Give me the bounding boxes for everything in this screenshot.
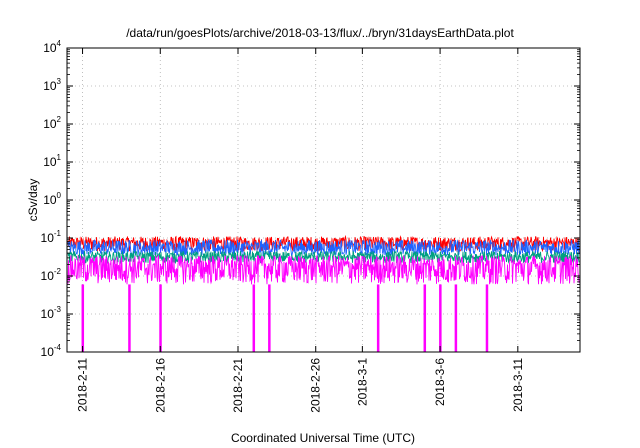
dropout-spike [252, 284, 256, 352]
x-tick-label: 2018-3-11 [511, 358, 525, 412]
x-tick-label: 2018-2-26 [309, 358, 323, 413]
series-line-2 [67, 250, 580, 265]
y-tick-label: 104 [43, 39, 61, 55]
y-tick-label: 10-3 [41, 305, 62, 321]
x-tick-label: 2018-3-6 [433, 358, 447, 406]
y-tick-label: 100 [43, 191, 61, 207]
dropout-spike [159, 284, 162, 352]
y-tick-label: 101 [43, 153, 61, 169]
dropout-spike [423, 284, 427, 352]
y-ticks: 10-4 10-3 10-2 10-1 100 101 102 103 104 [41, 39, 580, 359]
dropout-spike [268, 284, 271, 352]
y-tick-label: 10-2 [41, 267, 62, 283]
dropout-spike [128, 284, 131, 352]
series-group [67, 234, 580, 285]
dropout-spike [454, 284, 458, 352]
x-tick-label: 2018-2-21 [231, 358, 245, 413]
series-line-3 [67, 254, 580, 285]
x-tick-label: 2018-2-11 [76, 358, 90, 412]
dropout-spike [376, 284, 380, 352]
y-tick-label: 102 [43, 115, 61, 131]
x-axis-label: Coordinated Universal Time (UTC) [231, 431, 415, 445]
dropout-spike [439, 284, 442, 352]
dropout-spike [485, 284, 489, 352]
y-tick-label: 10-1 [41, 229, 62, 245]
x-tick-label: 2018-3-1 [355, 358, 369, 406]
series-line-1 [67, 238, 580, 257]
y-tick-label: 103 [43, 77, 61, 93]
chart-title: /data/run/goesPlots/archive/2018-03-13/f… [126, 26, 514, 40]
dropout-spike [81, 284, 85, 352]
x-tick-label: 2018-2-16 [153, 358, 167, 413]
y-tick-label: 10-4 [41, 343, 62, 359]
x-ticks: 2018-2-11 2018-2-16 2018-2-21 2018-2-26 2018… [76, 48, 525, 413]
dropouts-group [81, 284, 489, 352]
y-axis-label: cSv/day [26, 179, 40, 222]
